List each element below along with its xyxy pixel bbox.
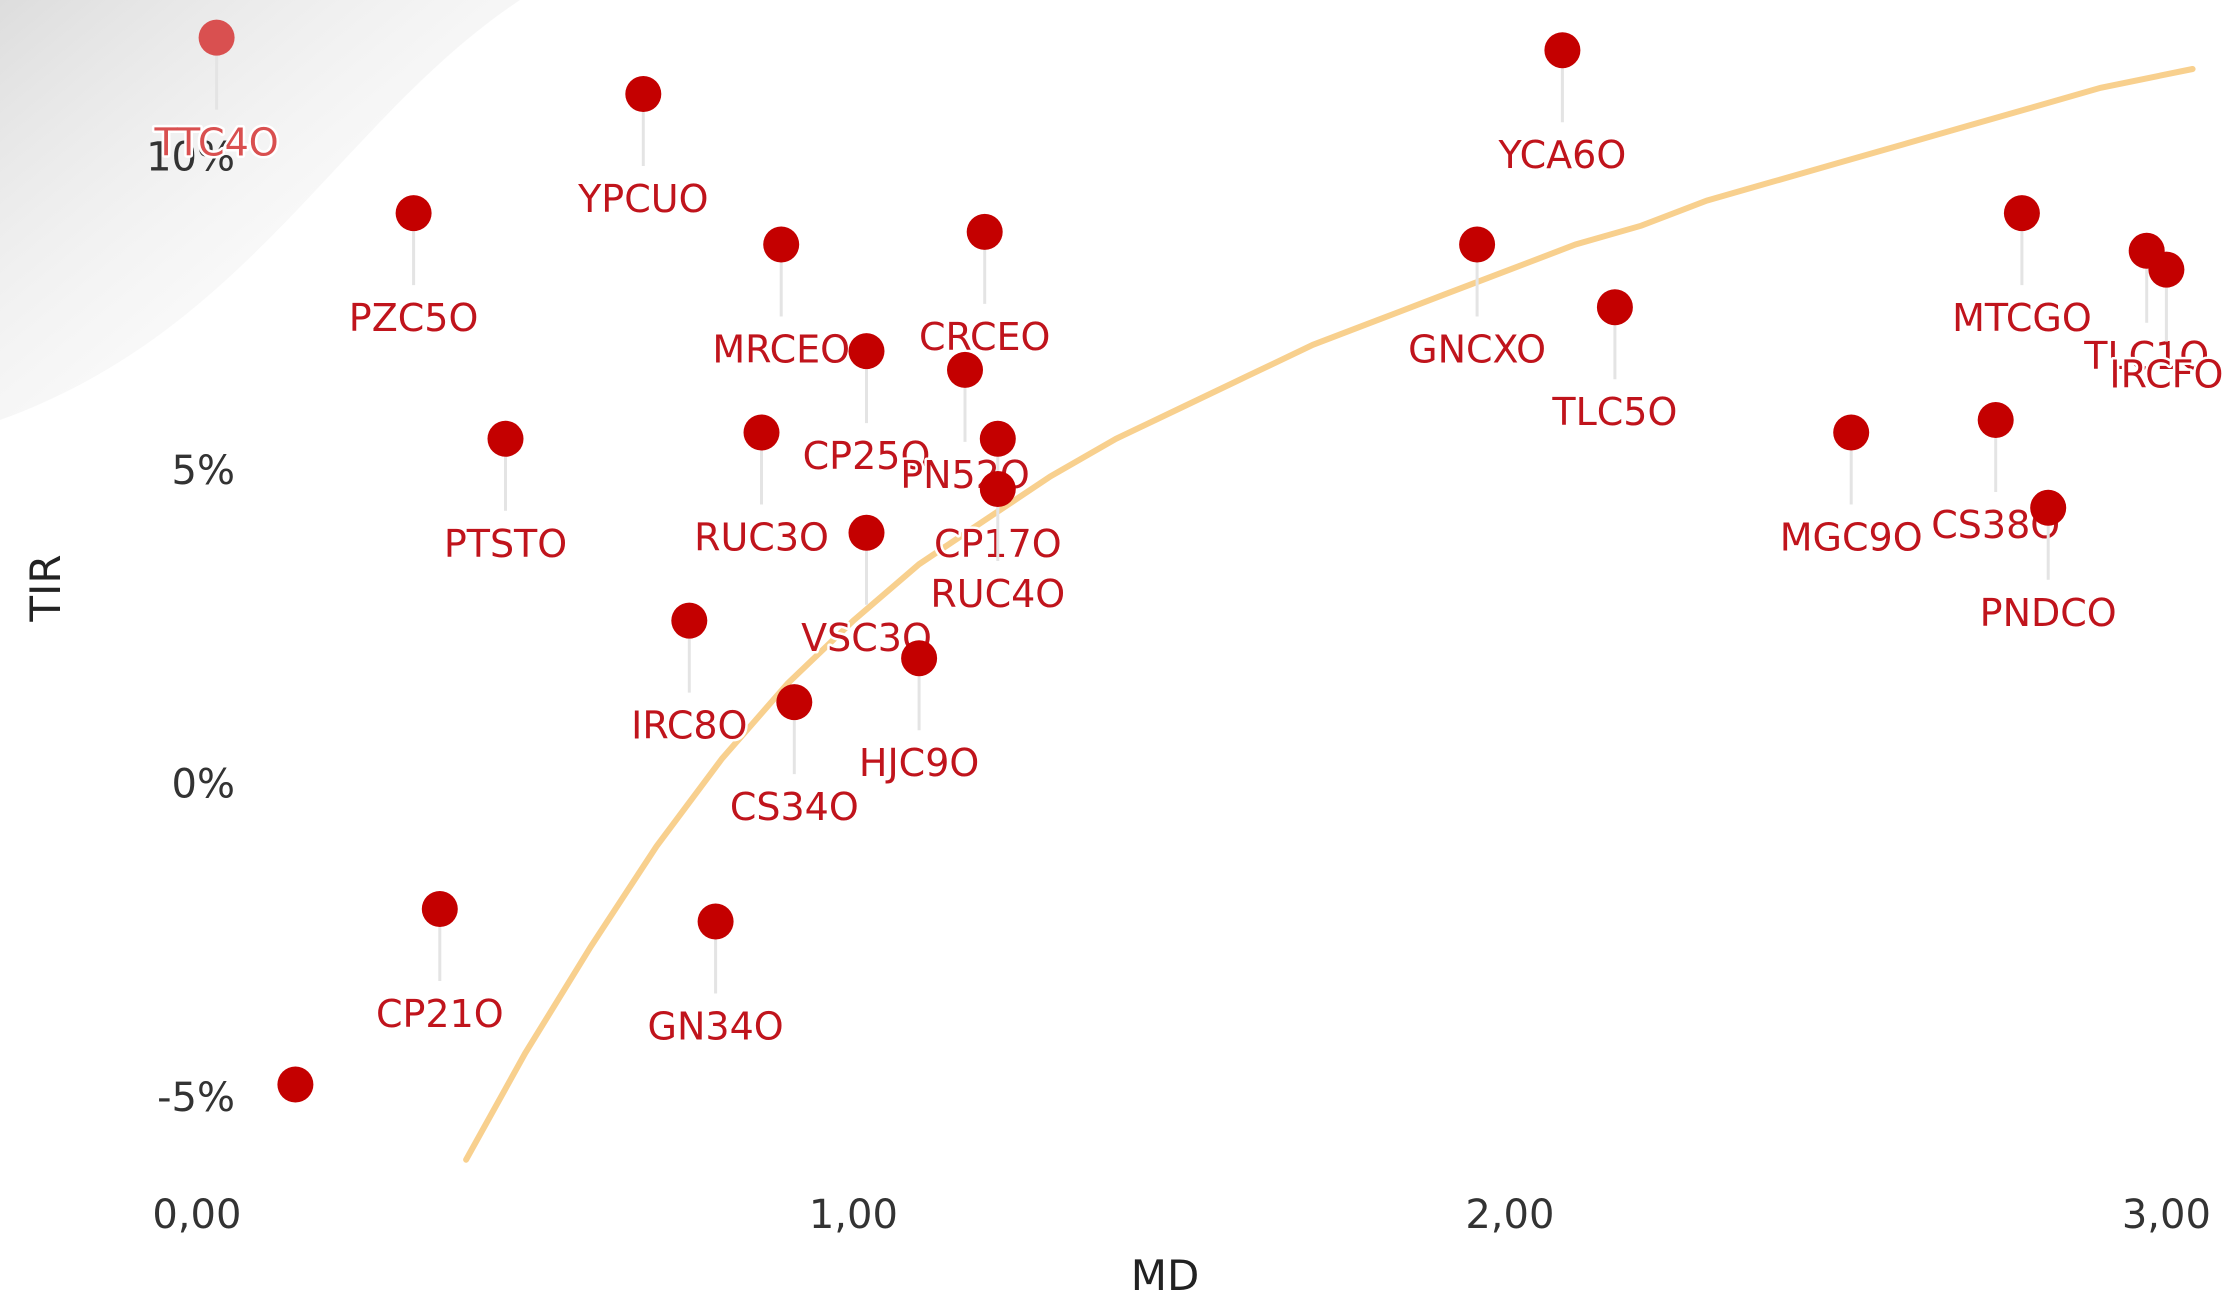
trend-curve bbox=[463, 66, 2196, 1163]
data-point-group: MTCGO bbox=[1950, 195, 2094, 343]
x-tick-label: 2,00 bbox=[1465, 1192, 1554, 1238]
data-point-group: GNCXO bbox=[1406, 226, 1549, 374]
data-point-label: YPCUO bbox=[577, 177, 708, 221]
data-point-group: IRC8O bbox=[629, 602, 750, 750]
data-point-label: MRCEO bbox=[712, 328, 850, 372]
data-point-label: GNCXO bbox=[1408, 328, 1546, 372]
y-axis-ticks: 10% 5% 0% -5% bbox=[146, 135, 235, 1121]
x-axis-title: MD bbox=[1131, 1251, 1200, 1300]
data-point-label: GN34O bbox=[648, 1005, 784, 1049]
data-point[interactable] bbox=[743, 414, 780, 451]
data-point-label: MTCGO bbox=[1952, 296, 2092, 340]
data-point[interactable] bbox=[697, 903, 734, 940]
data-point-group: YCA6O bbox=[1495, 32, 1629, 180]
y-axis-title: TIR bbox=[21, 554, 70, 622]
data-point[interactable] bbox=[198, 19, 235, 56]
data-point-group: PNDCO bbox=[1977, 489, 2119, 637]
data-point-label: IRC8O bbox=[631, 704, 747, 748]
data-point-group: PZC5O bbox=[346, 195, 481, 343]
data-point[interactable] bbox=[848, 333, 885, 370]
data-point-group: CP25O bbox=[800, 333, 933, 481]
data-point-label: HJC9O bbox=[859, 741, 979, 785]
data-point-group: CRCEO bbox=[916, 213, 1053, 361]
data-points: TTC4O YPCUO PZC5O MRCEO CRCEO CP25O PTSTO RUC3O… bbox=[151, 19, 2226, 1103]
data-point-label: RUC3O bbox=[694, 516, 829, 560]
data-point[interactable] bbox=[966, 213, 1003, 250]
data-point-label: YCA6O bbox=[1498, 133, 1627, 177]
data-point[interactable] bbox=[1833, 414, 1870, 451]
data-point[interactable] bbox=[1459, 226, 1496, 263]
data-point-label: PNDCO bbox=[1980, 591, 2117, 635]
y-tick-label: 0% bbox=[172, 762, 235, 808]
data-point-label: IRCFO bbox=[2109, 353, 2223, 397]
data-point[interactable] bbox=[763, 226, 800, 263]
data-point-label: VSC3O bbox=[801, 616, 932, 660]
data-point[interactable] bbox=[901, 640, 938, 677]
data-point-group: MGC9O bbox=[1777, 414, 1925, 562]
data-point-group: PN52O bbox=[898, 351, 1032, 499]
data-point-label: TLC1O bbox=[2083, 334, 2209, 378]
data-point-label: PTSTO bbox=[444, 522, 567, 566]
data-point-group bbox=[277, 1066, 314, 1103]
x-tick-label: 1,00 bbox=[809, 1192, 898, 1238]
data-point-label: CRCEO bbox=[919, 315, 1051, 359]
data-point[interactable] bbox=[487, 420, 524, 457]
corner-shadow bbox=[0, 0, 520, 420]
data-point-group: CS38O bbox=[1929, 402, 2063, 550]
data-point[interactable] bbox=[979, 471, 1016, 507]
data-point-group: YPCUO bbox=[575, 76, 711, 224]
x-tick-label: 0,00 bbox=[152, 1192, 241, 1238]
data-point[interactable] bbox=[671, 602, 708, 639]
data-point[interactable] bbox=[1544, 32, 1581, 69]
data-point-group: HJC9O bbox=[856, 640, 982, 788]
data-point[interactable] bbox=[277, 1066, 314, 1103]
data-point[interactable] bbox=[2148, 251, 2185, 288]
data-point-group: TLC1O bbox=[2081, 232, 2212, 380]
y-tick-label: 5% bbox=[172, 448, 235, 494]
data-point-group: VSC3O bbox=[799, 514, 934, 662]
data-point-label: PZC5O bbox=[349, 296, 479, 340]
data-point-label: TTC4O bbox=[154, 121, 279, 165]
data-point[interactable] bbox=[421, 891, 458, 927]
data-point[interactable] bbox=[979, 420, 1016, 457]
data-point-label: TLC5O bbox=[1551, 390, 1677, 434]
data-point-group: CP21O bbox=[373, 891, 506, 1039]
data-point-label: MGC9O bbox=[1780, 516, 1923, 560]
data-point-label: CP21O bbox=[376, 992, 504, 1036]
data-point[interactable] bbox=[625, 76, 662, 112]
data-point[interactable] bbox=[2030, 489, 2067, 526]
data-point-label: CP25O bbox=[803, 434, 931, 478]
data-point-group: CS34O bbox=[727, 684, 861, 832]
data-point-group: TLC5O bbox=[1549, 289, 1680, 437]
x-axis-ticks: 0,00 1,00 2,00 3,00 bbox=[152, 1192, 2211, 1238]
data-point[interactable] bbox=[1977, 402, 2014, 438]
data-point-label: RUC4O bbox=[930, 572, 1065, 616]
data-point[interactable] bbox=[947, 351, 983, 388]
y-tick-label: -5% bbox=[157, 1075, 235, 1121]
data-point-group: MRCEO bbox=[710, 226, 853, 374]
data-point-group: TTC4O bbox=[151, 19, 281, 167]
data-point-group: RUC4O bbox=[928, 471, 1068, 619]
data-point[interactable] bbox=[395, 195, 432, 232]
data-point-group: GN34O bbox=[645, 903, 786, 1051]
data-point[interactable] bbox=[2003, 195, 2040, 232]
data-point[interactable] bbox=[1596, 289, 1633, 326]
data-point-group: IRCFO bbox=[2107, 251, 2226, 399]
data-point-group: RUC3O bbox=[692, 414, 831, 562]
data-point-group: PTSTO bbox=[441, 420, 570, 568]
data-point[interactable] bbox=[848, 514, 885, 551]
y-tick-label: 10% bbox=[146, 135, 235, 181]
x-tick-label: 3,00 bbox=[2122, 1192, 2211, 1238]
data-point[interactable] bbox=[776, 684, 813, 721]
data-point-label: CS34O bbox=[730, 785, 859, 829]
